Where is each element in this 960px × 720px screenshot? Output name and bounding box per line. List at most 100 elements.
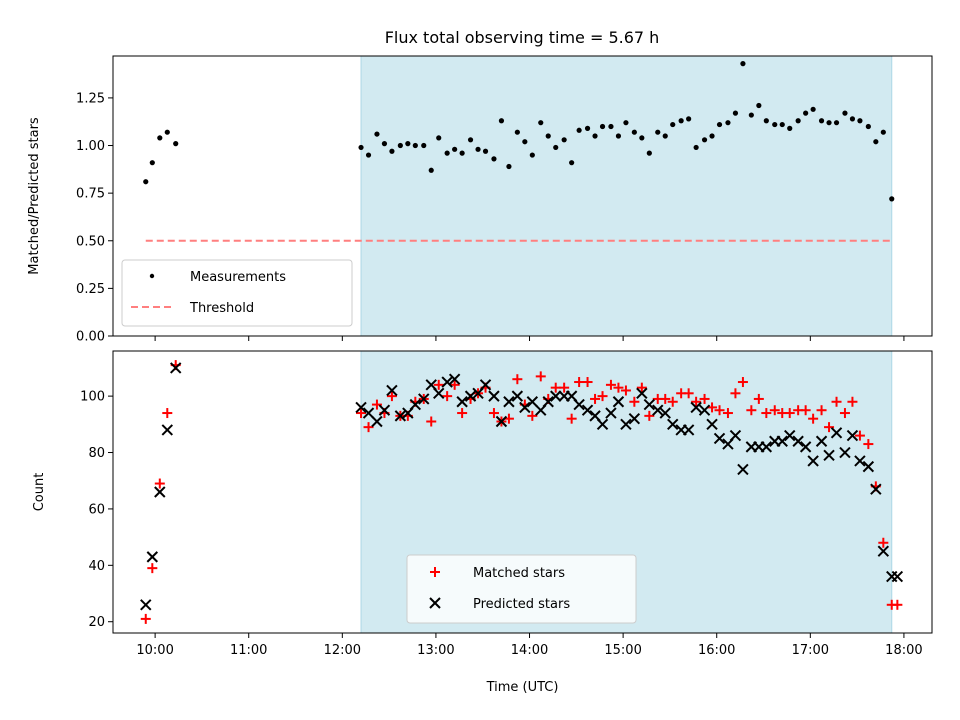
legend-plus [430, 567, 440, 577]
predicted-point [870, 483, 882, 495]
matched-point [784, 408, 795, 419]
measurement-point [467, 137, 474, 143]
measurement-point [576, 127, 582, 133]
cross-b [448, 373, 461, 385]
cross-b [526, 396, 539, 408]
predicted-point [371, 415, 383, 428]
matched-point [753, 393, 764, 404]
predicted-point [161, 424, 173, 436]
measurement-point [608, 123, 614, 130]
cross-b [636, 387, 648, 400]
measurement-point [529, 152, 535, 158]
measurement-point [763, 118, 769, 124]
measurement-point [880, 129, 886, 135]
predicted-point [526, 396, 539, 408]
cross-b [456, 396, 468, 408]
measurement-point [475, 146, 481, 152]
matched-point [800, 405, 811, 416]
cross-b [378, 404, 391, 416]
cross-b [628, 412, 641, 425]
matched-point [457, 408, 468, 419]
top-axis-ticks: 0.00 0.25 0.50 0.75 1.00 1.25 [76, 91, 905, 345]
cross-b [870, 483, 882, 495]
predicted-point [479, 379, 492, 391]
matched-point [714, 405, 725, 416]
cross-b [737, 463, 749, 476]
predicted-point [605, 407, 617, 419]
measurement-point [842, 110, 848, 116]
matched-point [761, 408, 772, 419]
measurement-point [732, 110, 739, 116]
measurement-point [405, 141, 411, 147]
measurement-point [381, 141, 388, 147]
cross-b [830, 427, 843, 439]
cross-b [371, 415, 383, 428]
predicted-point [877, 545, 890, 557]
cross-b [682, 424, 695, 436]
predicted-point [706, 418, 718, 431]
cross-b [667, 418, 679, 431]
top-y-tick-label: 1.25 [76, 91, 105, 106]
measurement-point [561, 137, 567, 143]
measurement-point [833, 120, 840, 126]
predicted-point [503, 396, 515, 408]
measurement-point [795, 118, 801, 124]
measurement-point [889, 196, 895, 202]
matched-point [816, 405, 827, 416]
matched-point [620, 385, 631, 396]
matched-point [371, 399, 382, 410]
bottom-panel: 10:00 11:00 12:00 13:00 14:00 15:00 16:00 17:00… [32, 350, 933, 695]
matched-point [550, 382, 561, 393]
measurement-point [693, 144, 699, 151]
matched-point [162, 408, 173, 419]
predicted-point [698, 404, 711, 416]
top-y-tick-label: 0.50 [76, 234, 105, 249]
cross-b [495, 415, 508, 428]
x-axis-label: Time (UTC) [486, 680, 559, 695]
measurement-point [389, 148, 395, 154]
cross-b [589, 410, 601, 422]
bottom-y-tick-label: 60 [88, 502, 105, 517]
predicted-point [792, 435, 804, 447]
cross-b [140, 599, 152, 611]
bottom-y-tick-label: 100 [80, 390, 105, 405]
cross-b [784, 429, 796, 442]
predicted-point [456, 396, 468, 408]
cross-b [620, 418, 632, 431]
predicted-point [378, 404, 391, 416]
matched-point [683, 388, 694, 399]
bottom-y-tick-label: 80 [88, 446, 105, 461]
matched-point [847, 396, 858, 407]
cross-b [596, 418, 609, 431]
predicted-point [846, 429, 859, 442]
measurement-point [810, 106, 816, 112]
matched-point [636, 382, 647, 393]
matched-point [660, 393, 671, 404]
matched-point [527, 410, 538, 421]
predicted-point [807, 455, 819, 467]
matched-point [140, 613, 151, 624]
measurement-point [584, 125, 591, 131]
measurement-point [164, 129, 170, 135]
predicted-point [760, 441, 773, 453]
measurement-point [701, 137, 708, 143]
matched-point [629, 396, 640, 407]
matched-point [574, 377, 585, 388]
measurement-point [498, 118, 505, 124]
cross-b [807, 455, 819, 467]
top-y-tick-label: 0.25 [76, 282, 105, 297]
measurement-point [873, 139, 879, 145]
top-y-tick-label: 0.00 [76, 330, 105, 345]
predicted-point [612, 396, 625, 408]
measurement-point [149, 160, 155, 166]
measurement-point [639, 135, 645, 141]
measurement-point [615, 133, 622, 139]
cross-b [441, 376, 453, 388]
top-legend-box [121, 259, 353, 327]
predicted-point [519, 401, 531, 414]
cross-b [799, 441, 812, 453]
measurement-point [157, 135, 163, 141]
measurement-point [623, 120, 629, 126]
predicted-point [355, 401, 367, 414]
